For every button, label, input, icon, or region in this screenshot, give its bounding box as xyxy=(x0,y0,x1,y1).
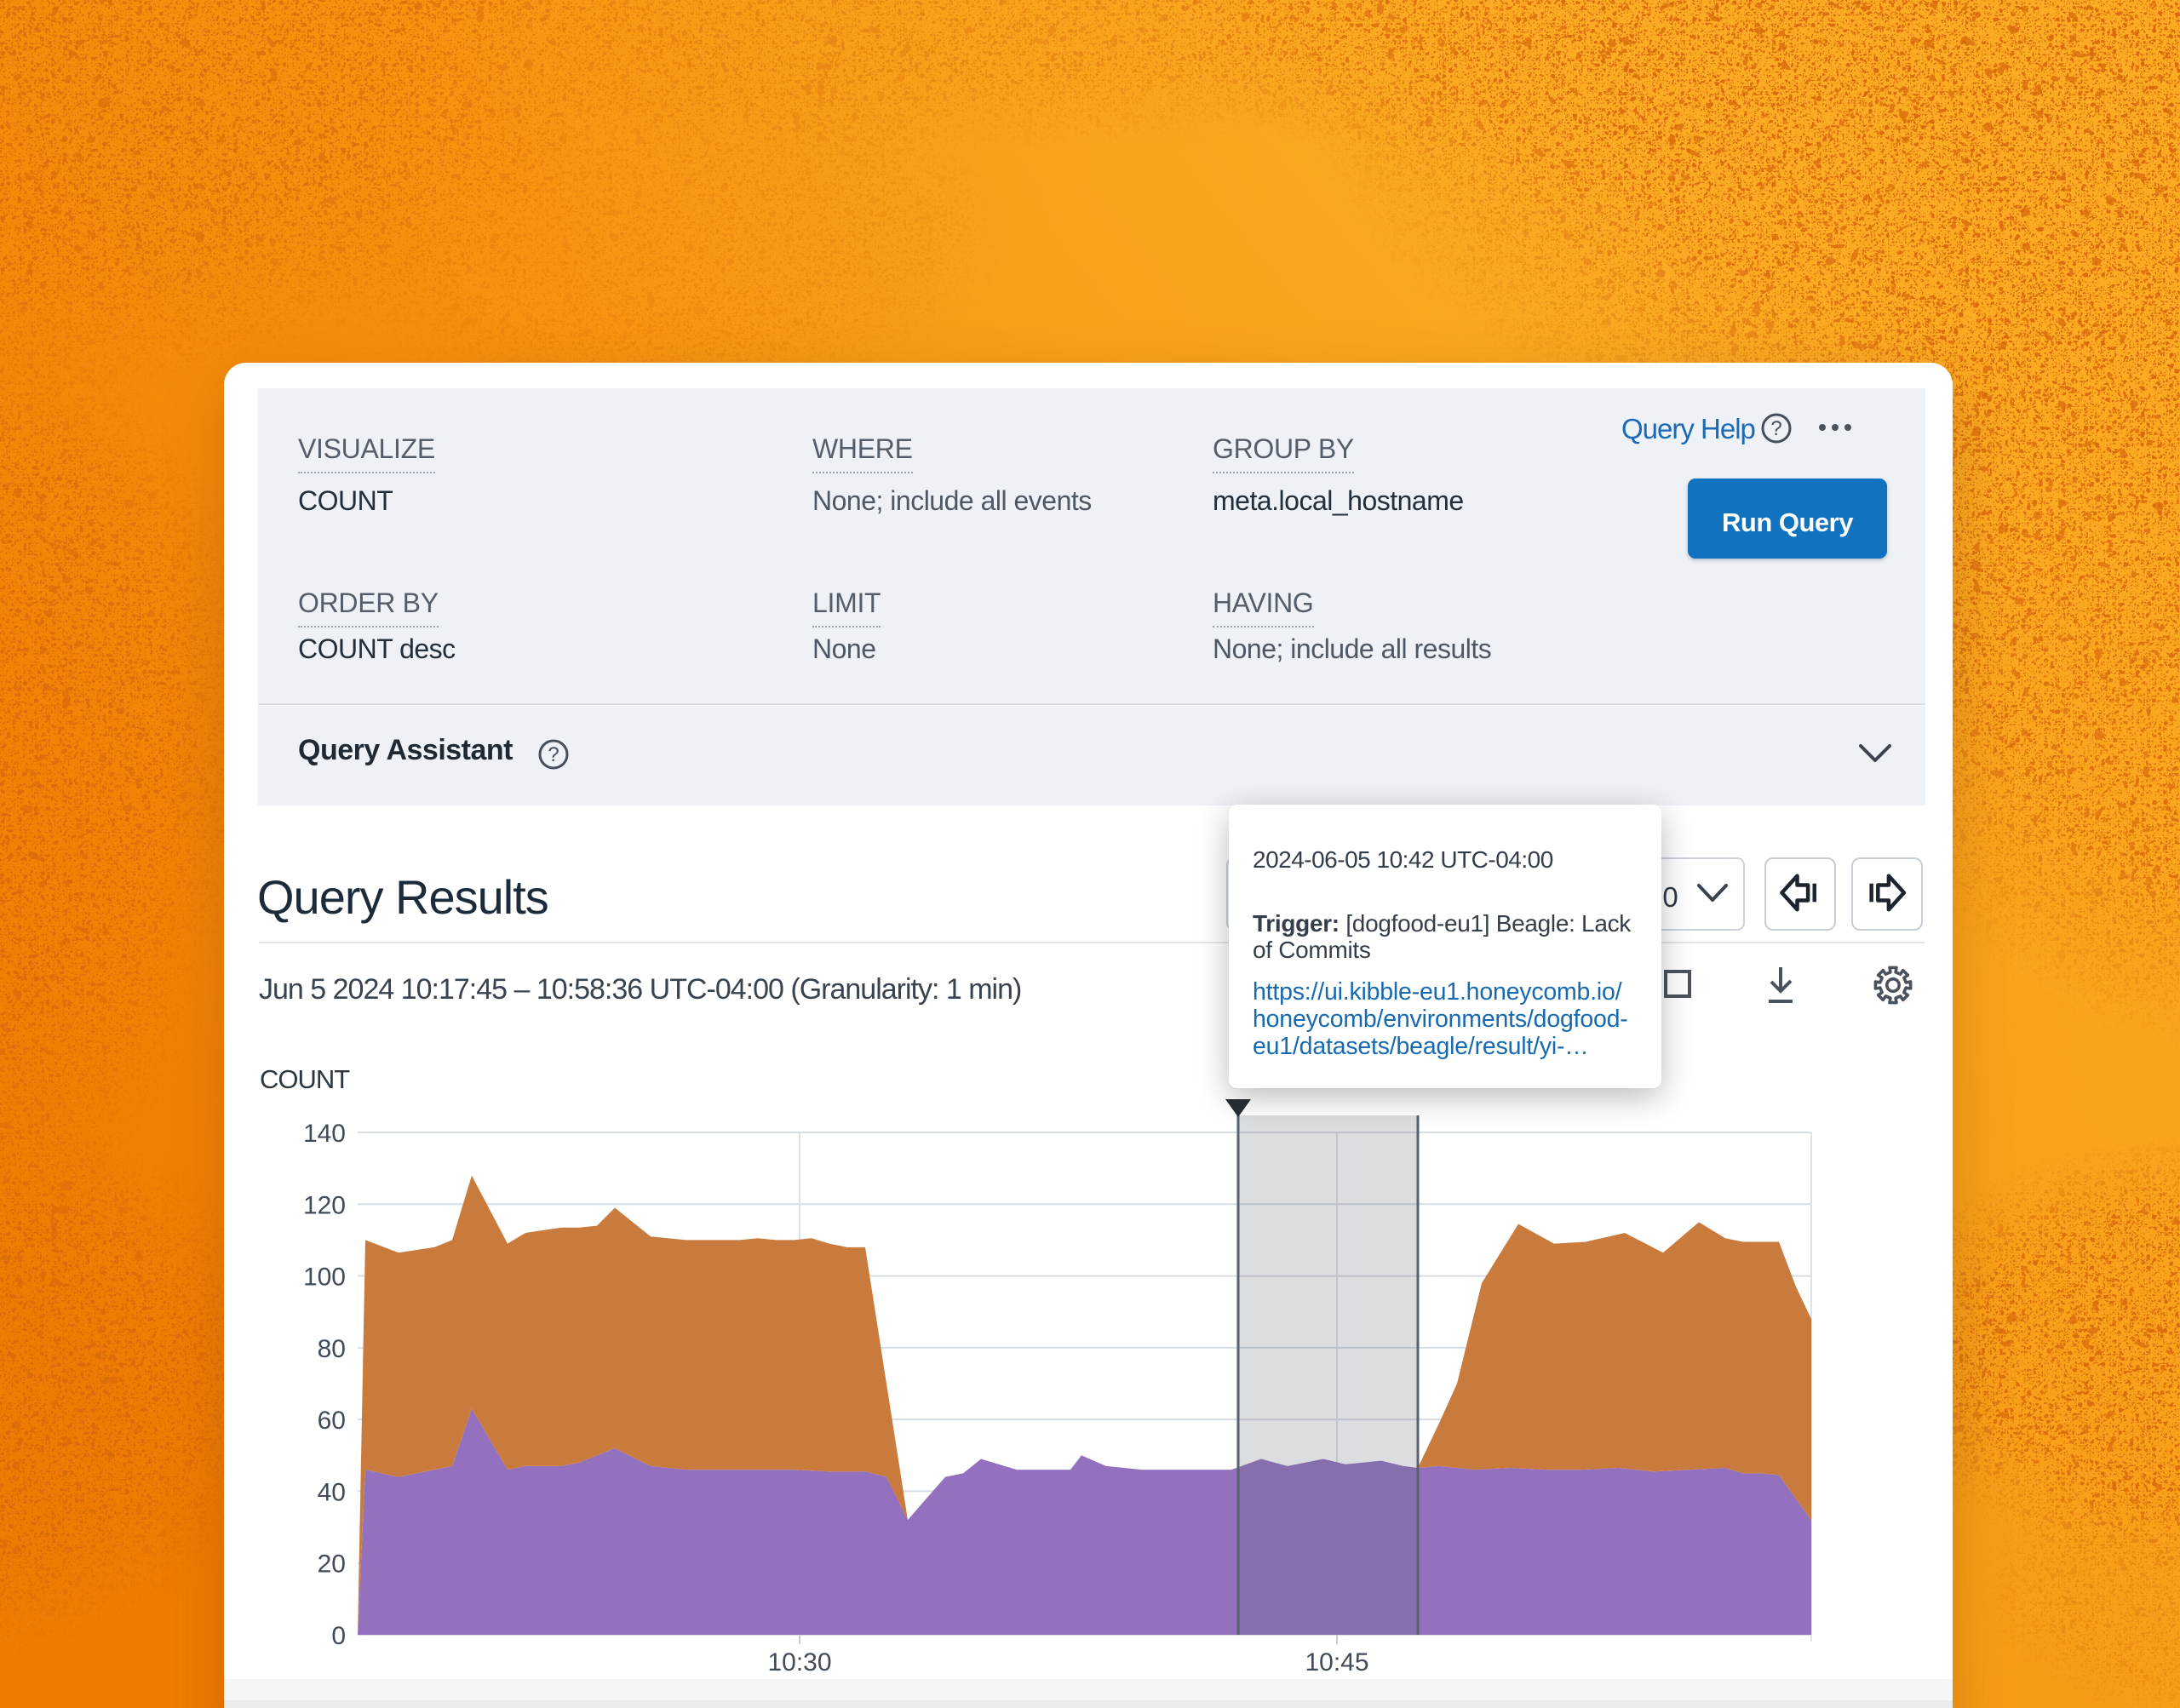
svg-text:20: 20 xyxy=(318,1550,346,1579)
svg-text:10:30: 10:30 xyxy=(767,1648,831,1676)
svg-text:10:45: 10:45 xyxy=(1305,1648,1368,1676)
svg-text:60: 60 xyxy=(318,1407,346,1435)
svg-text:100: 100 xyxy=(303,1264,346,1292)
svg-text:40: 40 xyxy=(318,1478,346,1506)
svg-text:?: ? xyxy=(548,743,559,766)
svg-text:?: ? xyxy=(1770,417,1781,440)
svg-text:120: 120 xyxy=(303,1191,346,1219)
svg-text:0: 0 xyxy=(331,1622,346,1650)
svg-text:140: 140 xyxy=(303,1120,346,1148)
svg-text:80: 80 xyxy=(318,1335,346,1363)
